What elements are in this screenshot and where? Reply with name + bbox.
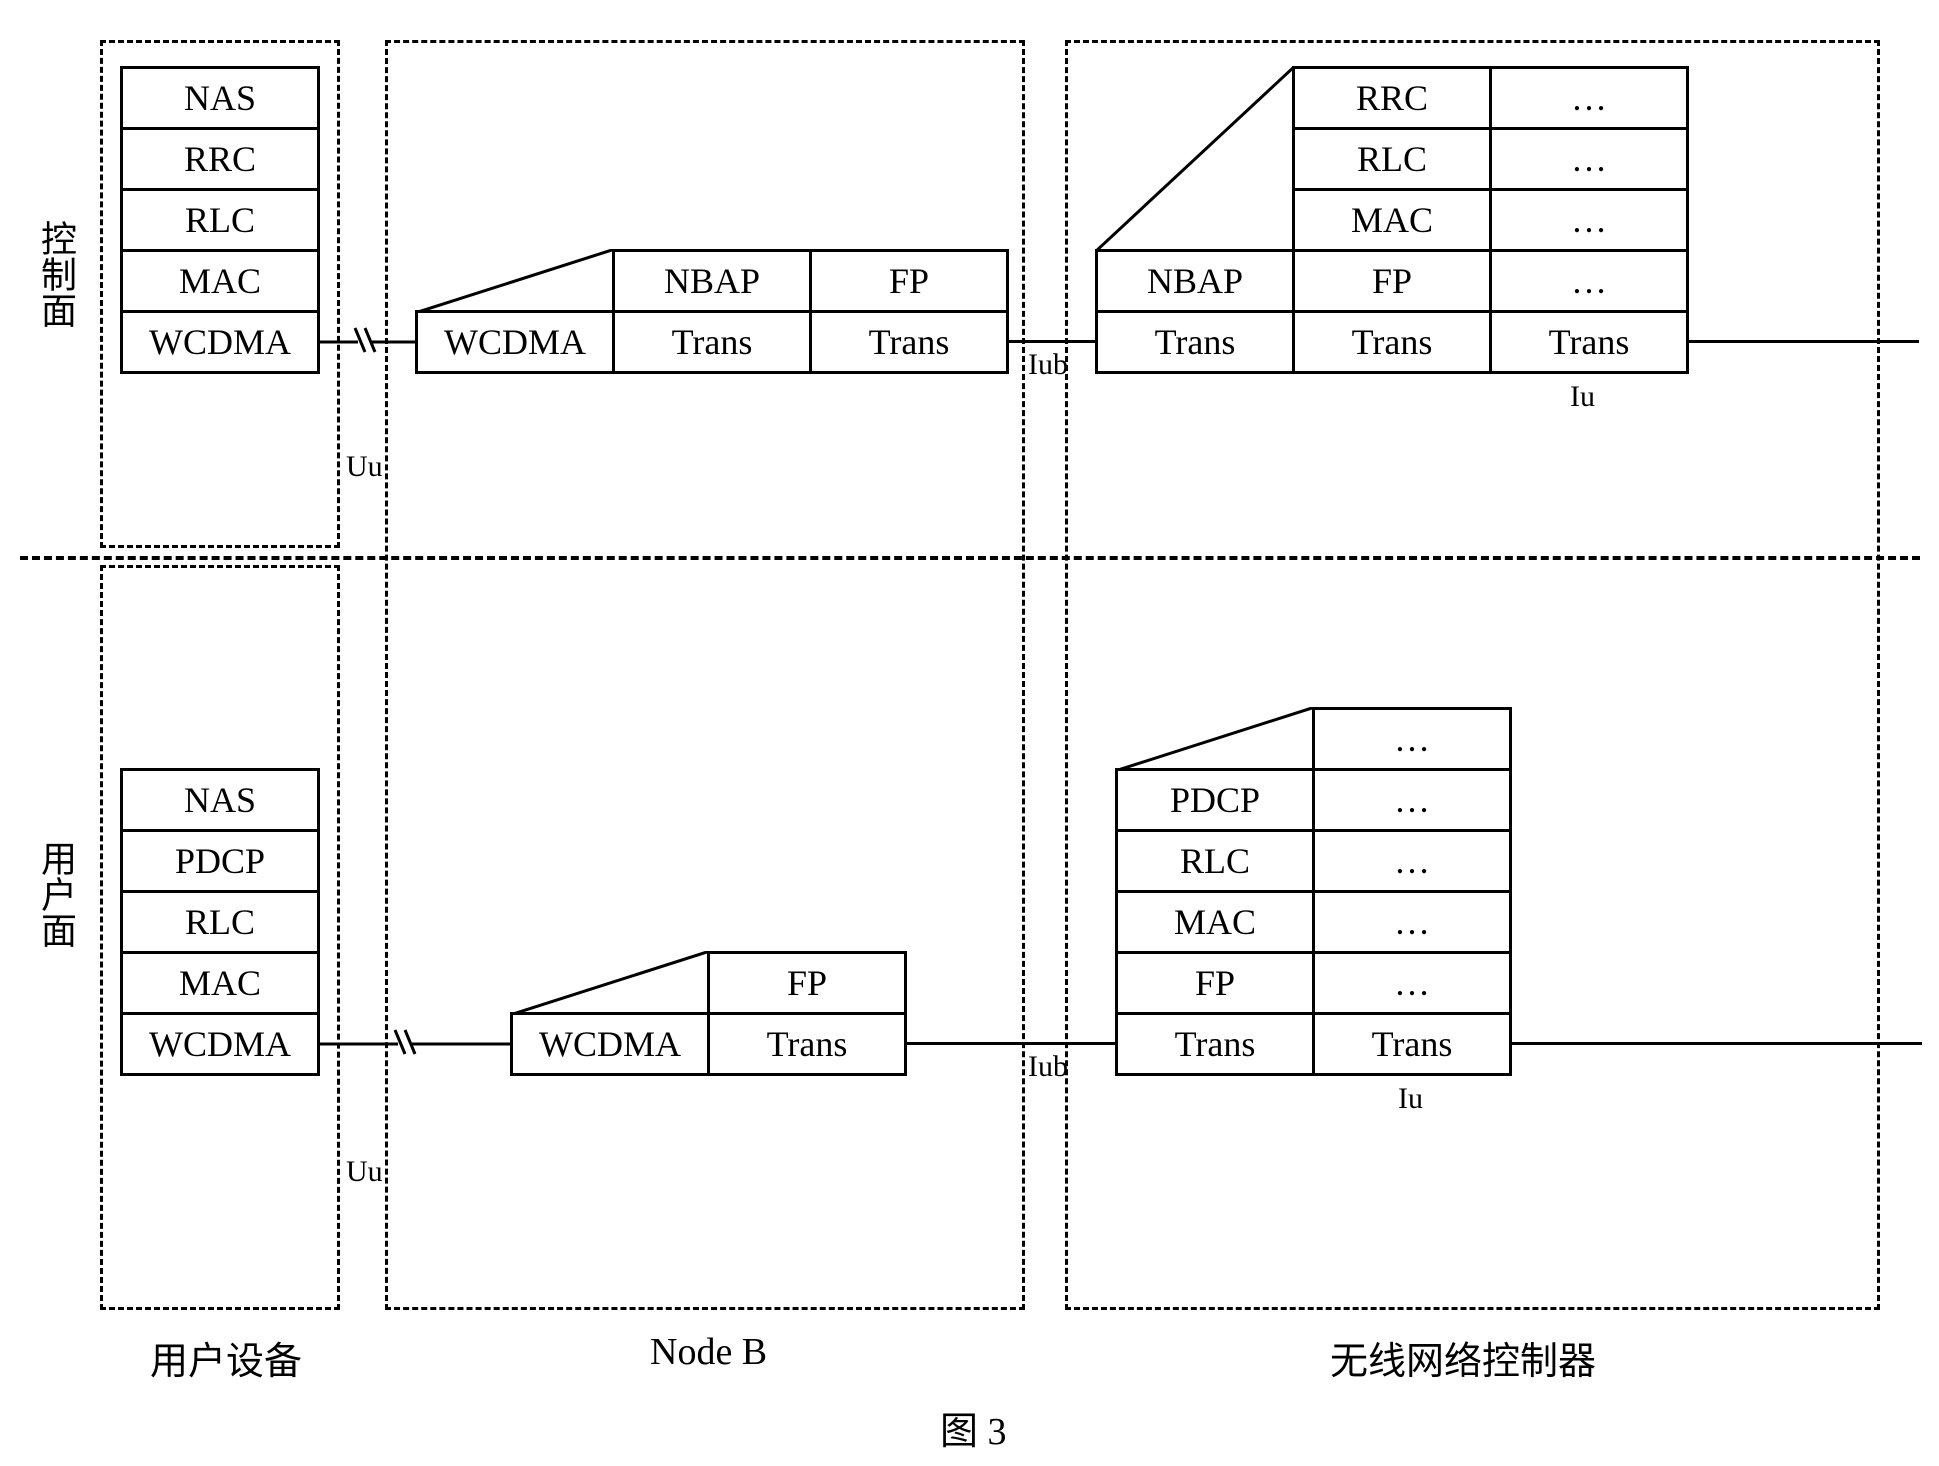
figure-label: 图 3 [940, 1400, 1007, 1455]
protocol-stack-diagram: 控制面 用户面 NAS RRC RLC MAC WCDMA WCDMA NBAP… [20, 20, 1920, 1440]
iub-usr-label: Iub [1028, 1050, 1068, 1084]
nodeb-usr-wcdma: WCDMA [510, 1012, 710, 1076]
rnc-usr-e1: … [1312, 768, 1512, 832]
iu-usr-link [1512, 1042, 1922, 1045]
rnc-ctrl-rrc: RRC [1292, 66, 1492, 130]
nodeb-ctrl-nbap: NBAP [612, 249, 812, 313]
rnc-ctrl-e1: … [1489, 127, 1689, 191]
rnc-usr-rlc: RLC [1115, 829, 1315, 893]
ue-label: 用户设备 [150, 1330, 302, 1385]
nodeb-ctrl-wcdma: WCDMA [415, 310, 615, 374]
nodeb-ctrl-diagonal [415, 249, 615, 313]
uu-ctrl-label: Uu [346, 450, 383, 484]
nodeb-usr-trans: Trans [707, 1012, 907, 1076]
ue-usr-rlc: RLC [120, 890, 320, 954]
uu-ctrl-link [320, 320, 415, 380]
control-plane-label: 控制面 [30, 220, 82, 328]
rnc-ctrl-trans1: Trans [1095, 310, 1295, 374]
rnc-usr-fp: FP [1115, 951, 1315, 1015]
rnc-usr-trans2: Trans [1312, 1012, 1512, 1076]
rnc-ctrl-rlc: RLC [1292, 127, 1492, 191]
rnc-label: 无线网络控制器 [1330, 1330, 1596, 1385]
rnc-usr-e0: … [1312, 707, 1512, 771]
ue-ctrl-mac: MAC [120, 249, 320, 313]
ue-ctrl-nas: NAS [120, 66, 320, 130]
nodeb-label: Node B [650, 1330, 767, 1374]
rnc-ctrl-e2: … [1489, 188, 1689, 252]
rnc-ctrl-e3: … [1489, 249, 1689, 313]
iub-ctrl-label: Iub [1028, 348, 1068, 382]
ue-ctrl-rrc: RRC [120, 127, 320, 191]
iub-ctrl-link [1009, 340, 1095, 343]
nodeb-ctrl-fp: FP [809, 249, 1009, 313]
rnc-ctrl-fp: FP [1292, 249, 1492, 313]
ue-usr-mac: MAC [120, 951, 320, 1015]
rnc-usr-trans1: Trans [1115, 1012, 1315, 1076]
uu-usr-link [320, 1022, 510, 1082]
rnc-ctrl-mac: MAC [1292, 188, 1492, 252]
rnc-usr-diagonal [1115, 707, 1315, 771]
user-plane-label: 用户面 [30, 840, 82, 948]
uu-usr-label: Uu [346, 1155, 383, 1189]
rnc-usr-mac: MAC [1115, 890, 1315, 954]
ue-ctrl-wcdma: WCDMA [120, 310, 320, 374]
nodeb-ctrl-trans2: Trans [809, 310, 1009, 374]
nodeb-usr-diagonal [510, 951, 710, 1015]
nodeb-ctrl-trans1: Trans [612, 310, 812, 374]
nodeb-usr-fp: FP [707, 951, 907, 1015]
rnc-ctrl-e0: … [1489, 66, 1689, 130]
ue-usr-pdcp: PDCP [120, 829, 320, 893]
ue-ctrl-rlc: RLC [120, 188, 320, 252]
rnc-ctrl-diagonal [1095, 66, 1295, 252]
rnc-usr-pdcp: PDCP [1115, 768, 1315, 832]
iu-ctrl-link [1689, 340, 1919, 343]
rnc-ctrl-trans2: Trans [1292, 310, 1492, 374]
iu-ctrl-label: Iu [1570, 380, 1595, 414]
rnc-ctrl-nbap: NBAP [1095, 249, 1295, 313]
nodeb-box [385, 40, 1025, 1310]
ue-usr-nas: NAS [120, 768, 320, 832]
rnc-usr-e4: … [1312, 951, 1512, 1015]
iu-usr-label: Iu [1398, 1082, 1423, 1116]
rnc-usr-e3: … [1312, 890, 1512, 954]
iub-usr-link [907, 1042, 1115, 1045]
rnc-usr-e2: … [1312, 829, 1512, 893]
rnc-ctrl-trans3: Trans [1489, 310, 1689, 374]
ue-usr-wcdma: WCDMA [120, 1012, 320, 1076]
